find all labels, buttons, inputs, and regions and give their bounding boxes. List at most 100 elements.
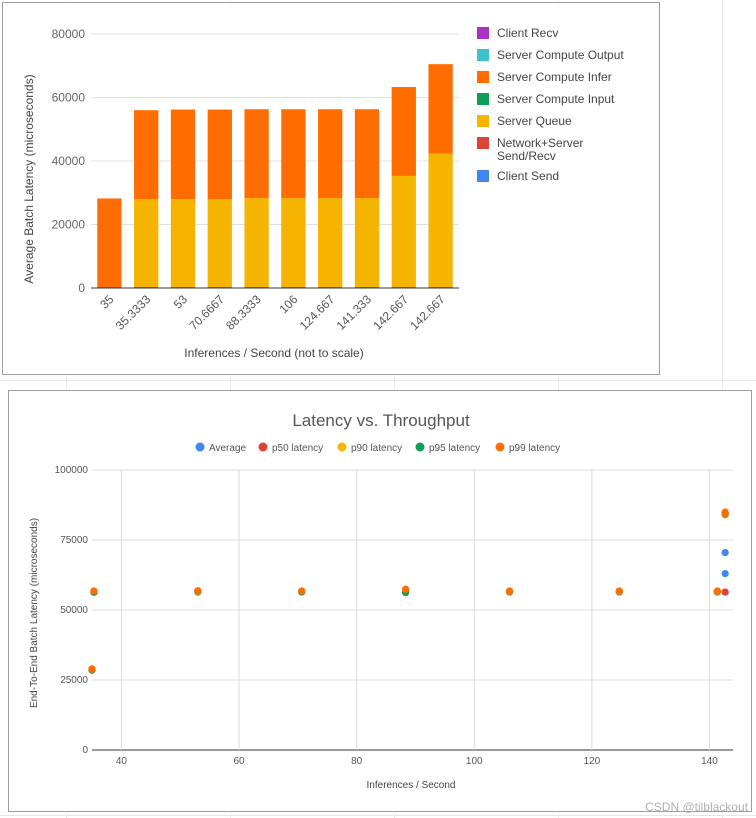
y-axis-label: End-To-End Batch Latency (microseconds) xyxy=(29,518,40,708)
y-axis-label: Average Batch Latency (microseconds) xyxy=(22,74,36,283)
bar-segment xyxy=(354,198,380,288)
watermark: CSDN @tilblackout xyxy=(645,800,748,814)
y-tick-label: 0 xyxy=(78,281,85,295)
bar-segment xyxy=(170,199,196,288)
legend-label: Average xyxy=(209,443,247,454)
legend-label-line: Network+Server xyxy=(497,136,583,150)
bar-segment xyxy=(391,87,416,176)
scatter-chart: Latency vs. Throughput Average p50 latenc… xyxy=(29,411,733,791)
bar-segment xyxy=(207,109,232,200)
x-tick-label: 40 xyxy=(116,756,128,767)
scatter-chart-card[interactable]: Latency vs. Throughput Average p50 latenc… xyxy=(8,390,752,812)
x-tick-label: 70.6667 xyxy=(186,292,227,333)
legend-marker xyxy=(337,442,347,452)
data-point xyxy=(721,588,729,596)
y-tick-label: 20000 xyxy=(52,218,86,232)
bar-segment xyxy=(391,175,416,288)
x-tick-label: 60 xyxy=(233,756,245,767)
x-tick-label: 88.3333 xyxy=(223,292,264,333)
bar-segment xyxy=(318,109,343,199)
y-tick-label: 50000 xyxy=(60,605,88,616)
legend-swatch xyxy=(477,170,489,182)
data-point xyxy=(721,570,729,578)
bar-segment xyxy=(244,109,269,199)
bar-segment xyxy=(244,198,269,288)
x-tick-label: 141.333 xyxy=(334,292,375,333)
legend-marker xyxy=(415,442,425,452)
bar-segment xyxy=(428,64,453,154)
x-tick-label: 35.3333 xyxy=(113,292,154,333)
data-point xyxy=(194,587,202,595)
legend-label-line: Server Compute Output xyxy=(497,48,624,62)
data-point xyxy=(88,665,96,673)
legend-label-line: Client Recv xyxy=(497,26,558,40)
legend-swatch xyxy=(477,49,489,61)
x-tick-label: 142.667 xyxy=(370,292,411,333)
bar-segment xyxy=(428,153,453,288)
chart-title: Latency vs. Throughput xyxy=(292,411,470,430)
bar-segment xyxy=(134,199,159,288)
legend-swatch xyxy=(477,115,489,127)
x-tick-label: 53 xyxy=(171,292,191,312)
y-tick-label: 100000 xyxy=(55,465,89,476)
bar-segment xyxy=(207,199,232,288)
y-tick-label: 80000 xyxy=(52,27,86,41)
data-point xyxy=(721,549,729,557)
legend-marker xyxy=(495,442,505,452)
legend-label: Server Compute Output xyxy=(497,48,624,62)
legend-label-line: Send/Recv xyxy=(497,149,556,163)
legend-swatch xyxy=(477,71,489,83)
x-tick-label: 142.667 xyxy=(407,292,448,333)
legend-label: Server Queue xyxy=(497,114,572,128)
data-point xyxy=(298,587,306,595)
x-tick-label: 140 xyxy=(701,756,718,767)
legend-marker xyxy=(258,442,268,452)
legend-label: p99 latency xyxy=(509,443,560,454)
x-tick-label: 106 xyxy=(276,292,300,316)
data-point xyxy=(721,508,729,516)
y-tick-label: 0 xyxy=(82,745,88,756)
legend-marker xyxy=(195,442,205,452)
x-tick-label: 80 xyxy=(351,756,363,767)
bar-segment xyxy=(97,198,122,288)
bar-segment xyxy=(281,198,306,288)
x-axis-label: Inferences / Second (not to scale) xyxy=(184,346,363,360)
x-tick-label: 100 xyxy=(466,756,483,767)
legend-label-line: Server Queue xyxy=(497,114,572,128)
legend-swatch xyxy=(477,27,489,39)
y-tick-label: 25000 xyxy=(60,675,88,686)
data-point xyxy=(90,587,98,595)
legend-label-line: Server Compute Infer xyxy=(497,70,612,84)
bar-segment xyxy=(281,109,306,199)
y-tick-label: 60000 xyxy=(52,91,86,105)
legend-swatch xyxy=(477,137,489,149)
x-tick-label: 120 xyxy=(584,756,601,767)
x-tick-label: 35 xyxy=(97,292,117,312)
legend-label-line: Server Compute Input xyxy=(497,92,615,106)
legend-swatch xyxy=(477,93,489,105)
legend-label: Client Recv xyxy=(497,26,558,40)
legend-label: p50 latency xyxy=(272,443,323,454)
legend-label-line: Client Send xyxy=(497,169,559,183)
legend-label: Server Compute Input xyxy=(497,92,615,106)
sheet-gridline xyxy=(0,815,756,816)
y-tick-label: 75000 xyxy=(60,535,88,546)
sheet-gridline xyxy=(0,380,756,381)
bar-segment xyxy=(170,109,196,200)
data-point xyxy=(615,587,623,595)
x-tick-label: 124.667 xyxy=(297,292,338,333)
legend-label: p95 latency xyxy=(429,443,480,454)
bar-segment xyxy=(134,110,159,200)
legend-label: Server Compute Infer xyxy=(497,70,612,84)
data-point xyxy=(505,587,514,595)
data-point xyxy=(713,587,721,595)
stacked-bar-chart-card[interactable]: 0 20000 40000 60000 80000 35 35.3333 53 70.6667 8… xyxy=(2,2,660,375)
x-axis-label: Inferences / Second xyxy=(367,780,456,791)
bar-segment xyxy=(354,109,380,199)
y-tick-label: 40000 xyxy=(52,154,86,168)
data-point xyxy=(402,585,410,593)
legend-label: p90 latency xyxy=(351,443,402,454)
bar-segment xyxy=(318,198,343,288)
legend-label: Client Send xyxy=(497,169,559,183)
